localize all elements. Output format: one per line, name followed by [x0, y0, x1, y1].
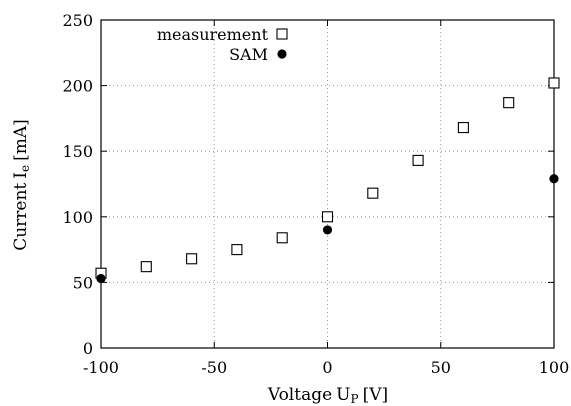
x-tick-label: -100	[83, 358, 119, 377]
y-axis-label: Current Ie [mA]	[11, 119, 32, 251]
measurement-point	[186, 253, 198, 265]
grid-lines	[101, 20, 554, 348]
legend-label-sam: SAM	[229, 45, 268, 64]
legend-label-measurement: measurement	[157, 25, 269, 44]
x-tick-label: 100	[539, 358, 570, 377]
y-tick-label: 50	[73, 273, 93, 292]
measurement-point	[457, 122, 469, 134]
measurement-point	[321, 211, 334, 223]
measurement-point	[140, 261, 152, 273]
y-tick-label: 200	[62, 77, 93, 96]
legend-marker-measurement	[276, 28, 288, 40]
data-marks	[95, 77, 560, 284]
x-tick-label: 0	[322, 358, 332, 377]
y-tick-label: 100	[62, 208, 93, 227]
y-axis-label-i: I	[11, 172, 31, 179]
legend-marker-sam	[277, 49, 287, 59]
x-axis-label-main: Voltage	[267, 385, 332, 405]
axes: 0 50 100 150 200 250 -100 -50 0 50 100	[62, 11, 569, 377]
measurement-point	[367, 187, 379, 199]
measurement-point	[231, 244, 243, 256]
x-axis-label-unit: [V]	[363, 385, 389, 405]
y-tick-label: 150	[62, 142, 93, 161]
y-axis-label-main: Current	[11, 183, 31, 251]
measurement-point	[412, 154, 424, 166]
x-tick-label: 50	[431, 358, 451, 377]
measurement-point	[276, 232, 288, 244]
x-axis-label-sub: P	[351, 392, 359, 406]
sam-point	[322, 225, 333, 235]
measurement-point	[548, 77, 560, 89]
x-axis-label: Voltage UP [V]	[267, 385, 388, 406]
x-tick-label: -50	[201, 358, 227, 377]
y-axis-label-sub: e	[18, 165, 32, 172]
sam-point	[96, 273, 106, 284]
measurement-point	[503, 97, 515, 109]
y-tick-label: 250	[62, 11, 93, 30]
y-tick-label: 0	[83, 339, 93, 358]
x-axis-label-u: U	[336, 385, 350, 405]
y-axis-label-unit: [mA]	[11, 119, 31, 161]
sam-point	[549, 174, 559, 184]
